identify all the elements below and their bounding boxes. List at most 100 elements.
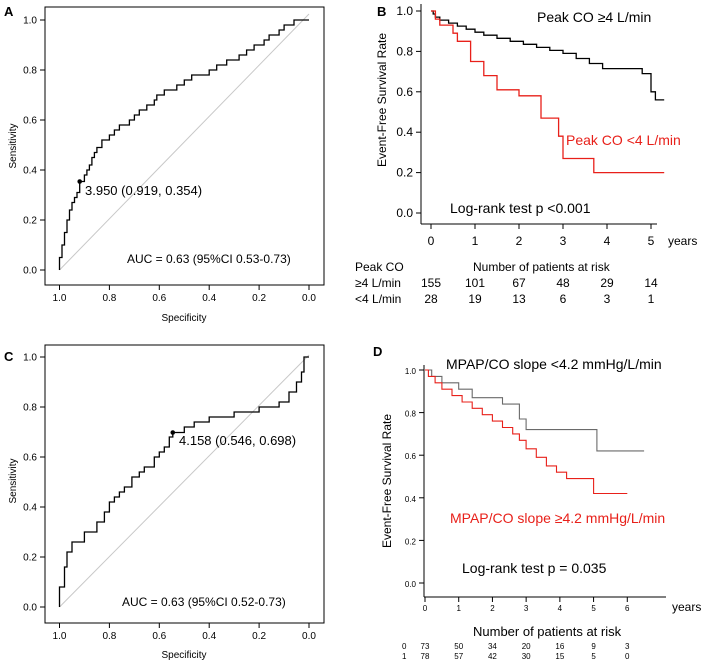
panel-b-risk-count: 3 [604, 292, 611, 306]
panel-b-risk-count: 28 [424, 292, 438, 306]
panel-d-risk-count: 9 [591, 642, 596, 651]
panel-a-x-axis-label: Specificity [161, 313, 206, 324]
panel-d-risk-count: 15 [555, 652, 564, 661]
panel-c-reference-diagonal [59, 354, 310, 608]
panel-d-risk-count: 30 [522, 652, 531, 661]
panel-c-roc-curve [58, 356, 309, 607]
panel-b-risk-count: 48 [556, 276, 570, 290]
panel-c-x-tick-label: 0.8 [102, 631, 116, 642]
panel-b-risk-count: 14 [644, 276, 658, 290]
panel-b-x-axis-label: years [668, 234, 697, 248]
panel-c-y-tick-label: 0.6 [23, 453, 37, 464]
panel-b-legend-low-co: Peak CO <4 L/min [566, 132, 681, 148]
panel-a-cutoff-label: 3.950 (0.919, 0.354) [85, 183, 202, 198]
panel-b-x-tick-label: 5 [648, 234, 655, 248]
panel-a-reference-diagonal [59, 13, 310, 271]
panel-c-x-axis-label: Specificity [161, 650, 206, 661]
panel-d-y-tick-label: 0.0 [405, 580, 417, 589]
panel-d-logrank-text: Log-rank test p = 0.035 [462, 560, 607, 576]
panel-a-y-tick-label: 0.2 [23, 216, 37, 227]
panel-b-risk-count: 13 [512, 292, 526, 306]
panel-d-survival-curve-low-slope [425, 369, 645, 452]
panel-b-risk-count: 29 [600, 276, 614, 290]
panel-d-x-tick-label: 3 [524, 604, 529, 613]
panel-c-x-tick-label: 0.0 [302, 631, 316, 642]
panel-a-x-tick-label: 1.0 [53, 293, 67, 304]
panel-c-y-tick-label: 0.0 [23, 603, 37, 614]
panel-b-y-axis-label: Event-Free Survival Rate [375, 33, 389, 167]
panel-a-axes: 1.0 0.8 0.6 0.4 0.2 0.0 0.0 0.2 0.4 0.6 0.8 1.0 [23, 16, 316, 305]
panel-b-x-tick-label: 0 [428, 234, 435, 248]
panel-b-x-tick-label: 4 [604, 234, 611, 248]
panel-a-roc-curve [58, 19, 309, 270]
panel-d-legend-high-slope: MPAP/CO slope ≥4.2 mmHg/L/min [450, 510, 665, 526]
panel-b-risk-count: 19 [468, 292, 482, 306]
panel-d-legend-low-slope: MPAP/CO slope <4.2 mmHg/L/min [446, 356, 662, 372]
panel-a-x-tick-label: 0.2 [252, 293, 266, 304]
panel-b-y-tick-label: 0.2 [396, 166, 413, 180]
panel-b-legend-high-co: Peak CO ≥4 L/min [537, 9, 651, 25]
panel-c-x-tick-label: 0.4 [202, 631, 216, 642]
panel-d-risk-count: 20 [522, 642, 531, 651]
panel-b-logrank-text: Log-rank test p <0.001 [450, 200, 591, 216]
panel-d-risk-table-header: Number of patients at risk [473, 624, 622, 639]
panel-c-x-tick-label: 0.2 [252, 631, 266, 642]
panel-d-x-axis-label: years [672, 600, 701, 614]
panel-b-survival-curve-low-co [431, 10, 665, 174]
panel-b-x-tick-label: 2 [516, 234, 523, 248]
panel-b-y-tick-label: 0.4 [396, 125, 413, 139]
panel-a: A 1.0 0.8 0.6 0.4 0.2 0.0 0.0 0.2 0.4 0.6 0.8 1.0 3… [4, 4, 325, 324]
panel-a-frame [44, 6, 325, 286]
panel-d-risk-count: 73 [421, 642, 430, 651]
panel-c-frame [44, 344, 325, 624]
panel-c-y-tick-label: 0.8 [23, 403, 37, 414]
panel-a-y-axis-label: Sensitivity [8, 123, 19, 168]
panel-b-y-tick-label: 0.8 [396, 44, 413, 58]
panel-a-y-tick-label: 1.0 [23, 16, 37, 27]
panel-d-survival-curve-high-slope [425, 369, 628, 495]
panel-b-x-tick-label: 1 [472, 234, 479, 248]
panel-a-y-tick-label: 0.6 [23, 116, 37, 127]
panel-d-y-tick-label: 0.4 [405, 495, 417, 504]
panel-d-x-tick-label: 2 [490, 604, 495, 613]
panel-d-risk-count: 50 [454, 642, 463, 651]
panel-a-y-tick-label: 0.8 [23, 66, 37, 77]
panel-d-risk-row-label: 1 [402, 652, 407, 661]
panel-b-risk-row-label: ≥4 L/min [355, 276, 401, 290]
panel-d-risk-count: 16 [555, 642, 564, 651]
panel-b-y-tick-label: 0.0 [396, 206, 413, 220]
panel-d-axes: 0 1 2 3 4 5 6 0.0 0.2 0.4 0.6 0.8 1.0 [405, 367, 630, 613]
panel-d-risk-count: 78 [421, 652, 430, 661]
panel-a-x-tick-label: 0.0 [302, 293, 316, 304]
panel-d-risk-row-label: 0 [402, 642, 407, 651]
panel-a-letter: A [4, 4, 14, 19]
panel-d-risk-table: 0 73 50 34 20 16 9 31 78 57 42 30 15 5 0 [402, 642, 630, 661]
panel-b-risk-count: 101 [465, 276, 485, 290]
panel-c-axes: 1.0 0.8 0.6 0.4 0.2 0.0 0.0 0.2 0.4 0.6 0.8 1.0 [23, 353, 316, 643]
panel-c-x-tick-label: 1.0 [53, 631, 67, 642]
panel-a-y-tick-label: 0.4 [23, 166, 37, 177]
panel-b: B 0 1 2 3 4 5 0.0 0.2 0.4 0.6 0.8 1.0 Peak CO ≥4 L/… [355, 4, 697, 306]
panel-b-letter: B [377, 4, 386, 19]
panel-c-y-axis-label: Sensitivity [8, 458, 19, 503]
panel-b-risk-table-header: Number of patients at risk [473, 260, 611, 274]
panel-d-y-tick-label: 0.8 [405, 410, 417, 419]
panel-d-risk-count: 5 [591, 652, 596, 661]
panel-a-x-tick-label: 0.4 [202, 293, 216, 304]
panel-b-risk-count: 1 [648, 292, 655, 306]
panel-a-x-tick-label: 0.8 [102, 293, 116, 304]
panel-a-cutoff-point [77, 179, 83, 184]
panel-b-risk-count: 67 [512, 276, 526, 290]
panel-b-risk-count: 155 [421, 276, 441, 290]
panel-b-x-tick-label: 3 [560, 234, 567, 248]
panel-c-y-tick-label: 0.2 [23, 553, 37, 564]
panel-c-x-tick-label: 0.6 [152, 631, 166, 642]
panel-c-y-tick-label: 1.0 [23, 353, 37, 364]
panel-d-x-tick-label: 4 [558, 604, 563, 613]
panel-c-cutoff-label: 4.158 (0.546, 0.698) [179, 433, 296, 448]
panel-d-x-tick-label: 0 [423, 604, 428, 613]
panel-b-survival-curve-high-co [431, 10, 665, 101]
panel-a-x-tick-label: 0.6 [152, 293, 166, 304]
panel-b-y-tick-label: 0.6 [396, 85, 413, 99]
panel-d-x-tick-label: 5 [591, 604, 596, 613]
